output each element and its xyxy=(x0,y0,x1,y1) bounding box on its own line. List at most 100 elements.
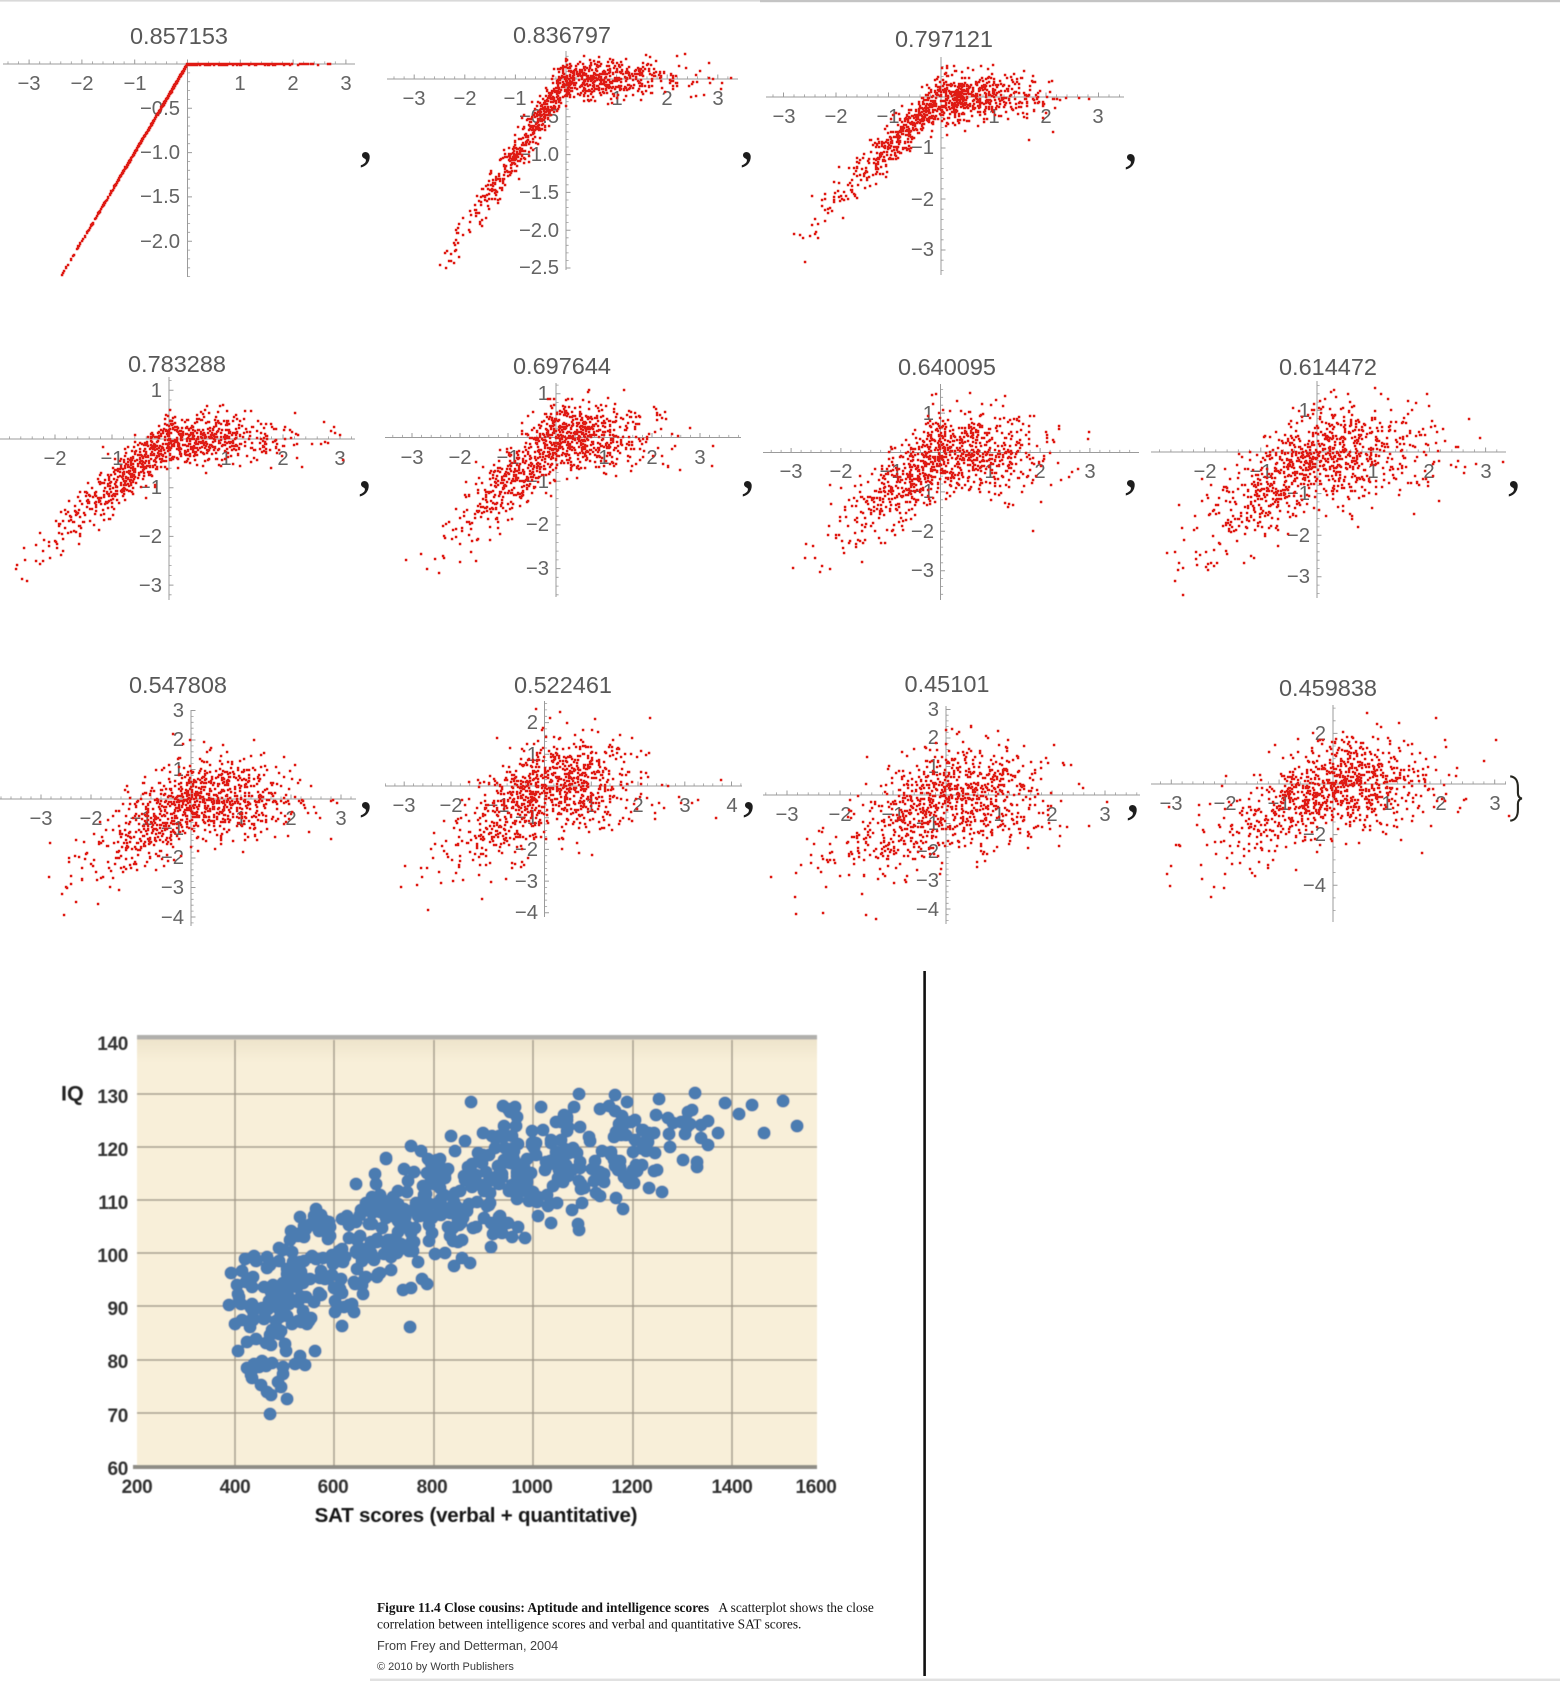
svg-text:0.547808: 0.547808 xyxy=(129,672,227,698)
svg-text:−3: −3 xyxy=(29,808,52,830)
svg-text:3: 3 xyxy=(1099,804,1110,826)
svg-text:−3: −3 xyxy=(775,804,798,826)
svg-text:−3: −3 xyxy=(526,558,549,580)
svg-text:−2: −2 xyxy=(911,189,934,211)
svg-text:© 2010 by Worth Publishers: © 2010 by Worth Publishers xyxy=(377,1661,514,1673)
svg-text:3: 3 xyxy=(334,448,345,470)
svg-text:90: 90 xyxy=(107,1299,128,1320)
svg-text:0.522461: 0.522461 xyxy=(514,672,612,698)
svg-text:correlation between intelligen: correlation between intelligence scores … xyxy=(377,1617,801,1632)
svg-text:−2: −2 xyxy=(79,808,102,830)
svg-text:−2: −2 xyxy=(1287,525,1310,547)
svg-text:2: 2 xyxy=(1435,793,1446,815)
svg-text:−4: −4 xyxy=(916,899,939,921)
svg-text:3: 3 xyxy=(1084,461,1095,483)
svg-text:3: 3 xyxy=(340,73,351,95)
svg-text:−3: −3 xyxy=(161,877,184,899)
svg-text:200: 200 xyxy=(122,1477,153,1498)
svg-text:0.857153: 0.857153 xyxy=(130,23,228,49)
svg-text:,: , xyxy=(1124,107,1139,173)
svg-text:3: 3 xyxy=(1092,106,1103,128)
svg-text:−2: −2 xyxy=(526,514,549,536)
svg-text:−1: −1 xyxy=(911,137,934,159)
svg-text:−3: −3 xyxy=(17,73,40,95)
svg-text:−3: −3 xyxy=(392,795,415,817)
svg-text:,: , xyxy=(358,434,373,500)
svg-text:0.459838: 0.459838 xyxy=(1279,675,1377,701)
svg-text:1: 1 xyxy=(234,73,245,95)
svg-text:−2.5: −2.5 xyxy=(519,257,559,279)
svg-text:1: 1 xyxy=(527,744,538,766)
svg-text:−4: −4 xyxy=(1303,875,1326,897)
svg-text:3: 3 xyxy=(928,699,939,721)
svg-text:SAT scores (verbal + quantitat: SAT scores (verbal + quantitative) xyxy=(315,1504,638,1527)
svg-text:1600: 1600 xyxy=(795,1477,836,1498)
svg-text:−2: −2 xyxy=(916,841,939,863)
svg-text:−2.0: −2.0 xyxy=(140,231,180,253)
svg-text:1: 1 xyxy=(993,804,1004,826)
svg-text:−2: −2 xyxy=(911,521,934,543)
svg-text:−3: −3 xyxy=(402,88,425,110)
svg-text:−2: −2 xyxy=(515,839,538,861)
svg-text:3: 3 xyxy=(679,795,690,817)
svg-text:0.45101: 0.45101 xyxy=(905,671,990,697)
svg-text:1: 1 xyxy=(923,403,934,425)
svg-text:−2: −2 xyxy=(828,804,851,826)
svg-text:2: 2 xyxy=(646,447,657,469)
svg-text:,: , xyxy=(740,105,755,171)
svg-text:−2.0: −2.0 xyxy=(519,220,559,242)
svg-text:110: 110 xyxy=(98,1193,128,1214)
svg-text:1: 1 xyxy=(173,759,184,781)
svg-text:,: , xyxy=(1126,758,1141,824)
svg-text:2: 2 xyxy=(277,448,288,470)
svg-text:−3: −3 xyxy=(779,461,802,483)
svg-text:−1: −1 xyxy=(123,73,146,95)
svg-text:800: 800 xyxy=(417,1477,448,1498)
svg-text:400: 400 xyxy=(220,1477,251,1498)
svg-text:−3: −3 xyxy=(515,871,538,893)
svg-text:1: 1 xyxy=(928,756,939,778)
svg-text:−1.5: −1.5 xyxy=(140,186,180,208)
svg-text:−2: −2 xyxy=(824,106,847,128)
svg-text:−2: −2 xyxy=(1213,793,1236,815)
svg-text:3: 3 xyxy=(1489,793,1500,815)
svg-text:,: , xyxy=(1124,433,1139,499)
svg-text:,: , xyxy=(359,755,374,821)
svg-text:1: 1 xyxy=(538,383,549,405)
svg-text:3: 3 xyxy=(712,88,723,110)
svg-text:600: 600 xyxy=(318,1477,349,1498)
svg-text:−2: −2 xyxy=(43,448,66,470)
svg-text:−4: −4 xyxy=(161,907,184,929)
svg-text:1400: 1400 xyxy=(711,1477,752,1498)
svg-text:−2: −2 xyxy=(161,847,184,869)
svg-text:1: 1 xyxy=(151,380,162,402)
svg-text:2: 2 xyxy=(928,727,939,749)
svg-text:−1: −1 xyxy=(1287,483,1310,505)
svg-text:−1: −1 xyxy=(503,88,526,110)
svg-text:−2: −2 xyxy=(70,73,93,95)
svg-text:4: 4 xyxy=(726,795,737,817)
svg-text:70: 70 xyxy=(107,1406,128,1427)
svg-text:80: 80 xyxy=(107,1352,128,1373)
svg-text:3: 3 xyxy=(694,447,705,469)
svg-text:,: , xyxy=(742,755,757,821)
svg-text:2: 2 xyxy=(173,729,184,751)
svg-text:0.640095: 0.640095 xyxy=(898,354,996,380)
svg-text:1000: 1000 xyxy=(511,1477,552,1498)
svg-text:1200: 1200 xyxy=(611,1477,652,1498)
svg-text:,: , xyxy=(741,434,756,500)
svg-text:2: 2 xyxy=(285,808,296,830)
svg-text:−1: −1 xyxy=(100,448,123,470)
svg-text:−1: −1 xyxy=(139,477,162,499)
svg-text:2: 2 xyxy=(661,88,672,110)
svg-text:−1: −1 xyxy=(876,106,899,128)
svg-text:−2: −2 xyxy=(448,447,471,469)
svg-text:,: , xyxy=(1507,434,1522,500)
svg-text:−3: −3 xyxy=(911,239,934,261)
svg-text:−2: −2 xyxy=(829,461,852,483)
svg-text:0.797121: 0.797121 xyxy=(895,26,993,52)
svg-text:0.836797: 0.836797 xyxy=(513,22,611,48)
svg-text:−2: −2 xyxy=(453,88,476,110)
svg-text:1: 1 xyxy=(598,447,609,469)
svg-text:−3: −3 xyxy=(400,447,423,469)
